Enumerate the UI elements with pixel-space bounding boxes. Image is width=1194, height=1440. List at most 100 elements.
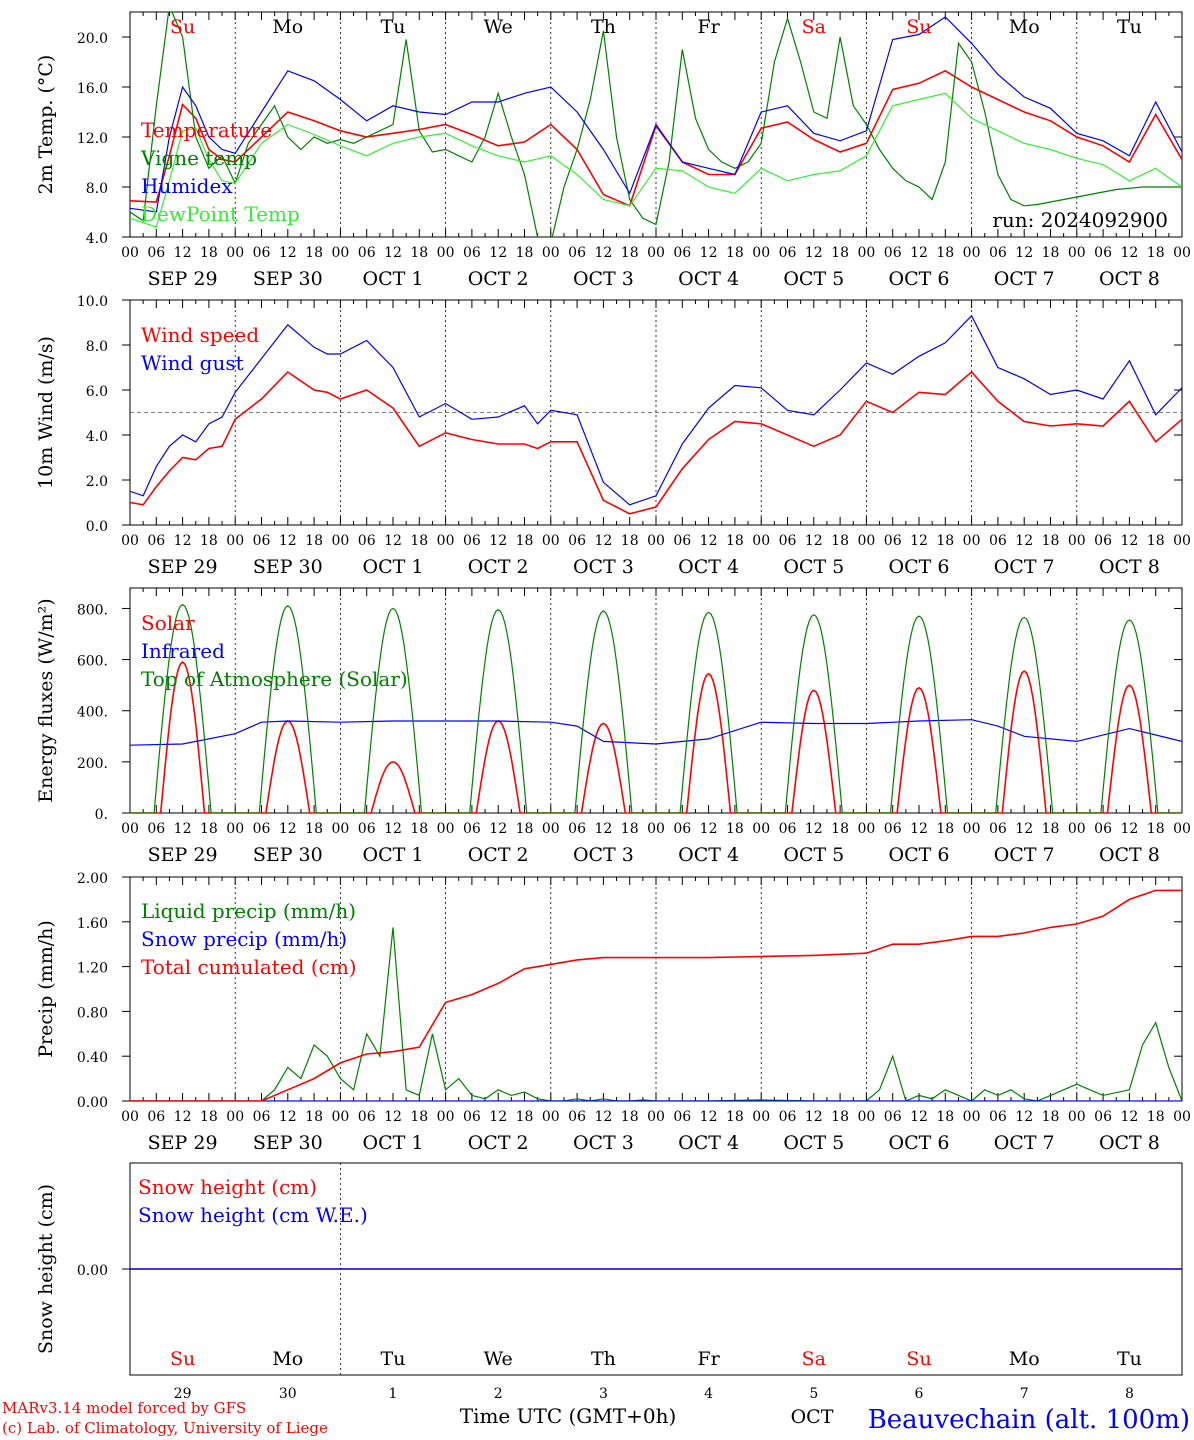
x-hour-label: 18 (831, 1109, 849, 1125)
x-hour-label: 12 (1120, 1109, 1138, 1125)
x-date-label: SEP 30 (253, 1132, 323, 1154)
x-hour-label: 00 (437, 533, 455, 549)
x-hour-label: 12 (279, 1109, 297, 1125)
x-hour-label: 06 (253, 533, 271, 549)
y-tick-label: 600. (77, 654, 108, 670)
y-axis-label: Energy fluxes (W/m²) (35, 598, 57, 802)
x-hour-label: 12 (1015, 245, 1033, 261)
x-hour-label: 18 (621, 1109, 639, 1125)
x-hour-label: 18 (1042, 1109, 1060, 1125)
x-hour-label: 00 (1173, 821, 1191, 837)
day-abbr-bottom: Mo (272, 1348, 303, 1370)
footer-copyright: (c) Lab. of Climatology, University of L… (2, 1419, 328, 1437)
x-hour-label: 00 (963, 533, 981, 549)
x-hour-label: 12 (1120, 821, 1138, 837)
y-tick-label: 0.40 (77, 1050, 108, 1066)
x-hour-label: 06 (358, 533, 376, 549)
x-date-label: OCT 7 (994, 1132, 1055, 1154)
x-hour-label: 12 (594, 821, 612, 837)
day-number: 6 (915, 1386, 924, 1402)
legend-entry: Snow precip (mm/h) (141, 927, 347, 951)
day-number: 7 (1020, 1386, 1029, 1402)
series-line-dewpoint-temp (130, 92, 1182, 228)
x-hour-label: 06 (463, 821, 481, 837)
x-hour-label: 18 (726, 533, 744, 549)
day-number: 4 (704, 1386, 713, 1402)
x-date-label: OCT 2 (468, 1132, 529, 1154)
x-hour-label: 18 (305, 245, 323, 261)
x-date-label: SEP 30 (253, 844, 323, 866)
x-hour-label: 00 (331, 1109, 349, 1125)
x-hour-label: 00 (1068, 1109, 1086, 1125)
x-hour-label: 18 (621, 533, 639, 549)
x-hour-label: 06 (568, 821, 586, 837)
x-hour-label: 06 (358, 1109, 376, 1125)
x-hour-label: 00 (1068, 245, 1086, 261)
x-hour-label: 18 (831, 245, 849, 261)
day-number: 29 (174, 1386, 192, 1402)
x-date-label: OCT 3 (573, 844, 634, 866)
x-hour-label: 06 (568, 245, 586, 261)
x-date-label: OCT 1 (363, 844, 424, 866)
x-hour-label: 06 (673, 821, 691, 837)
y-axis-label: 10m Wind (m/s) (35, 336, 57, 489)
x-hour-label: 00 (857, 533, 875, 549)
x-hour-label: 18 (516, 245, 534, 261)
x-hour-label: 18 (1042, 821, 1060, 837)
x-hour-label: 00 (1068, 533, 1086, 549)
day-abbr-bottom: Th (591, 1348, 616, 1370)
x-hour-label: 00 (121, 821, 139, 837)
x-hour-label: 00 (963, 1109, 981, 1125)
x-hour-label: 06 (147, 1109, 165, 1125)
y-tick-label: 4.0 (86, 231, 108, 247)
y-axis-label: Snow height (cm) (35, 1184, 57, 1354)
x-hour-label: 18 (200, 821, 218, 837)
legend-entry: Liquid precip (mm/h) (141, 899, 356, 923)
y-axis-label: Precip (mm/h) (35, 920, 57, 1058)
legend-entry: Vigne temp (140, 146, 257, 170)
x-date-label: OCT 7 (994, 556, 1055, 578)
x-date-label: OCT 4 (678, 268, 739, 290)
x-hour-label: 18 (831, 821, 849, 837)
panel-snow: 0.00 Snow height (cm) Snow height (cm) Snow… (35, 1162, 1183, 1376)
x-hour-label: 18 (726, 245, 744, 261)
x-date-label: OCT 8 (1099, 556, 1160, 578)
x-hour-label: 00 (226, 1109, 244, 1125)
x-hour-label: 06 (673, 245, 691, 261)
x-hour-label: 00 (963, 821, 981, 837)
x-hour-label: 18 (200, 245, 218, 261)
y-tick-label: 0.0 (86, 519, 108, 535)
x-hour-label: 12 (700, 821, 718, 837)
x-hour-label: 12 (700, 245, 718, 261)
x-hour-label: 06 (147, 821, 165, 837)
x-hour-label: 18 (516, 533, 534, 549)
x-hour-label: 18 (410, 1109, 428, 1125)
x-hour-label: 00 (1173, 533, 1191, 549)
x-hour-label: 12 (174, 245, 192, 261)
y-tick-label: 0.00 (77, 1095, 108, 1111)
x-hour-label: 12 (384, 245, 402, 261)
day-abbr-top: Fr (697, 16, 720, 38)
footer-model: MARv3.14 model forced by GFS (2, 1399, 246, 1417)
x-hour-label: 00 (226, 533, 244, 549)
panel-precip: 0.00 0.40 0.80 1.20 1.60 2.00 Precip (mm/h) 00 0… (35, 871, 1191, 1154)
x-date-label: SEP 30 (253, 268, 323, 290)
x-hour-label: 00 (857, 245, 875, 261)
y-tick-label: 6.0 (86, 384, 108, 400)
day-abbr-bottom: Mo (1009, 1348, 1040, 1370)
x-hour-label: 18 (726, 821, 744, 837)
x-hour-label: 12 (489, 245, 507, 261)
x-hour-label: 06 (779, 533, 797, 549)
day-abbr-top: Tu (381, 16, 406, 38)
x-hour-label: 06 (253, 245, 271, 261)
x-hour-label: 06 (989, 1109, 1007, 1125)
day-abbr-top: We (484, 16, 513, 38)
x-hour-label: 06 (673, 1109, 691, 1125)
panel-temperature: 4.0 8.0 12.0 16.0 20.0 2m Temp. (°C) 00 06 12 18 0… (35, 11, 1191, 290)
day-number: 2 (494, 1386, 503, 1402)
x-hour-label: 12 (279, 821, 297, 837)
x-hour-label: 06 (568, 1109, 586, 1125)
x-date-label: OCT 6 (889, 844, 950, 866)
x-date-label: OCT 2 (468, 844, 529, 866)
y-tick-label: 4.0 (86, 429, 108, 445)
